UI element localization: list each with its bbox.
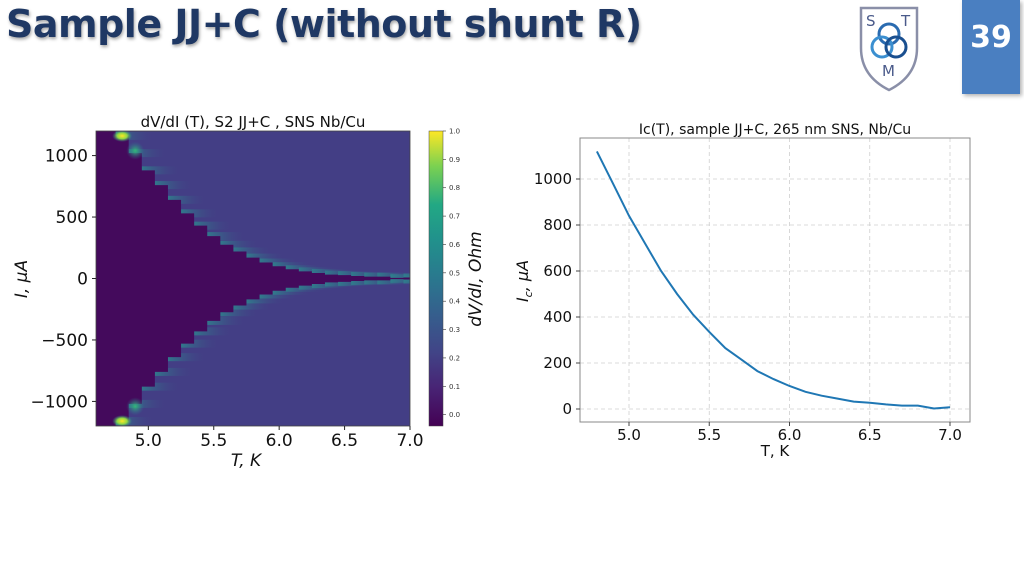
colorbar-tick-label: 0.3: [449, 326, 460, 334]
y-tick-label: 0: [77, 270, 88, 290]
heatmap-ylabel: I, μA: [12, 260, 32, 298]
y-tick-label: 200: [543, 354, 572, 372]
colorbar-tick-label: 0.8: [449, 184, 460, 192]
heatmap-chart: dV/dI (T), S2 JJ+C , SNS Nb/Cu 1000 500 0 −…: [12, 113, 486, 471]
x-tick-label: 6.0: [266, 431, 293, 451]
superconducting-region: [96, 131, 410, 426]
colorbar-tick-label: 1.0: [449, 128, 460, 136]
logo-letter-t: T: [900, 12, 911, 30]
colorbar-tick-label: 0.7: [449, 213, 460, 221]
x-tick-label: 6.5: [858, 426, 882, 444]
colorbar-tick-label: 0.0: [449, 411, 460, 419]
heatmap-xlabel: T, K: [231, 451, 263, 471]
colorbar-tick-label: 0.4: [449, 298, 461, 306]
y-tick-label: −500: [41, 331, 88, 351]
colorbar-tick-label: 0.9: [449, 156, 460, 164]
x-tick-label: 5.0: [135, 431, 162, 451]
ic-curve: [596, 150, 951, 410]
colorbar-tick-label: 0.5: [449, 269, 460, 277]
line-chart-title: Ic(T), sample JJ+C, 265 nm SNS, Nb/Cu: [639, 122, 911, 138]
line-chart-ylabel: Ic, μA: [513, 260, 535, 302]
y-tick-label: −1000: [30, 392, 88, 412]
stm-logo-icon: S T M: [859, 6, 919, 92]
y-tick-label: 500: [56, 208, 88, 228]
colorbar-label: dV/dI, Ohm: [466, 231, 486, 326]
heatmap-title: dV/dI (T), S2 JJ+C , SNS Nb/Cu: [141, 113, 366, 131]
colorbar: [428, 130, 444, 427]
colorbar-tick-label: 0.1: [449, 383, 460, 391]
page-number-badge: 39: [962, 0, 1020, 94]
y-tick-label: 0: [562, 400, 572, 418]
line-chart-xlabel: T, K: [760, 442, 791, 460]
logo-letter-s: S: [866, 12, 876, 30]
x-tick-label: 5.5: [697, 426, 721, 444]
x-tick-label: 5.0: [617, 426, 641, 444]
logo-letter-m: M: [882, 62, 895, 80]
colorbar-tick-label: 0.6: [449, 241, 461, 249]
y-tick-label: 1000: [534, 170, 572, 188]
colorbar-tick-label: 0.2: [449, 354, 460, 362]
y-tick-label: 800: [543, 216, 572, 234]
x-tick-label: 6.5: [331, 431, 358, 451]
x-tick-label: 6.0: [778, 426, 802, 444]
y-tick-label: 600: [543, 262, 572, 280]
x-tick-label: 7.0: [396, 431, 423, 451]
line-chart: Ic(T), sample JJ+C, 265 nm SNS, Nb/Cu 0 2…: [513, 122, 971, 460]
x-tick-label: 7.0: [938, 426, 962, 444]
y-tick-label: 400: [543, 308, 572, 326]
x-tick-label: 5.5: [200, 431, 227, 451]
slide-title: Sample JJ+C (without shunt R): [6, 2, 642, 46]
y-tick-label: 1000: [45, 147, 88, 167]
